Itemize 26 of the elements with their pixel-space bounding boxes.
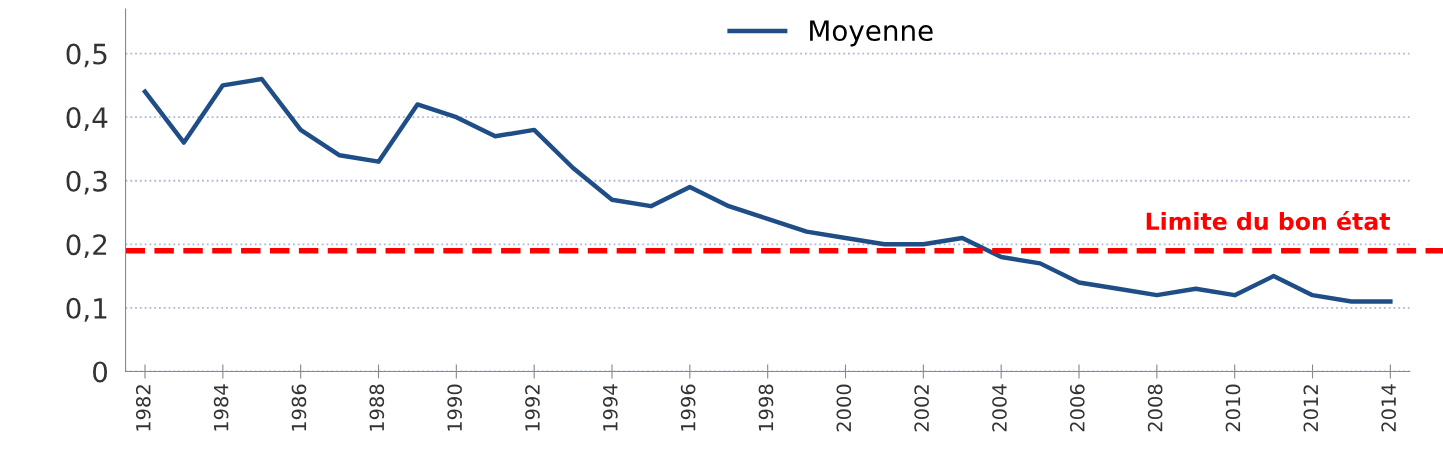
y-tick-label: 0,5: [66, 43, 107, 68]
x-tick-label: 1982: [135, 385, 151, 431]
x-tick-label: 1994: [602, 384, 618, 431]
legend-label: Moyenne: [810, 20, 933, 47]
x-tick-label: 1996: [680, 384, 696, 431]
x-tick-label: 1992: [525, 385, 540, 431]
y-tick-label: 0,3: [66, 170, 107, 195]
x-tick-label: 1990: [447, 384, 462, 431]
x-tick-label: 2008: [1147, 384, 1163, 432]
x-tick-label: 2012: [1303, 385, 1319, 432]
line-series: [142, 76, 1393, 304]
y-tick-label: 0,2: [66, 234, 107, 259]
x-tick-label: 1986: [291, 384, 307, 431]
x-tick-label: 1984: [213, 384, 229, 431]
x-tick-label: 2014: [1381, 384, 1396, 432]
y-tick-label: 0,4: [66, 107, 108, 131]
x-tick-label: 1988: [369, 384, 385, 431]
x-tick-label: 2006: [1069, 384, 1085, 432]
ref-line-label: Limite du bon état: [1146, 210, 1391, 231]
x-tick-label: 2002: [914, 385, 929, 432]
x-tick-label: 2004: [992, 384, 1007, 432]
y-tick-label: 0,1: [66, 297, 107, 322]
x-tick-label: 1998: [758, 384, 774, 431]
x-tick-label: 2010: [1225, 384, 1241, 432]
y-tick-label: 0: [93, 361, 108, 383]
x-tick-label: 2000: [836, 384, 852, 432]
